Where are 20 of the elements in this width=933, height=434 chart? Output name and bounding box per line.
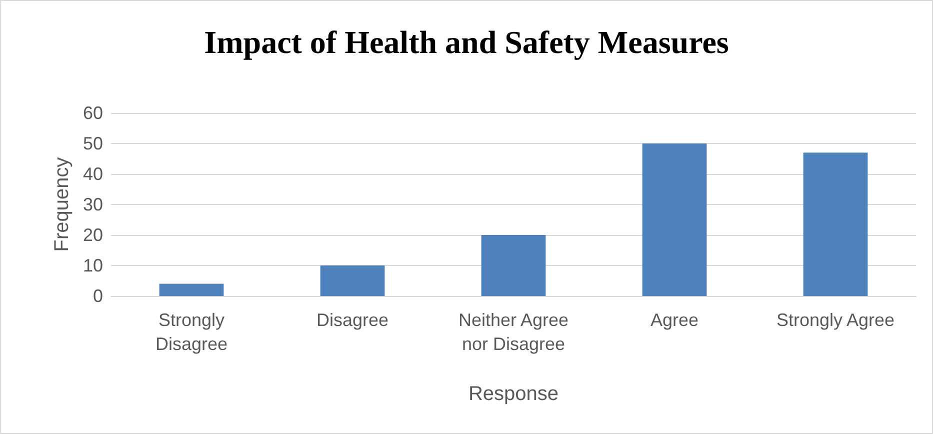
y-axis-title: Frequency — [51, 157, 74, 252]
y-tick-label: 0 — [92, 286, 103, 306]
y-tick-label: 60 — [82, 103, 103, 123]
y-tick-label: 20 — [82, 225, 103, 245]
y-tick-label: 30 — [82, 194, 103, 214]
x-tick-label: Strongly Disagree — [155, 310, 228, 354]
y-tick-label: 40 — [82, 164, 103, 184]
bar — [803, 152, 868, 296]
x-tick-label: Agree — [650, 310, 699, 330]
bar — [481, 235, 546, 296]
y-tick-label: 50 — [82, 134, 103, 154]
x-tick-label: Strongly Agree — [776, 310, 895, 330]
y-tick-label: 10 — [82, 256, 103, 276]
x-tick-label: Neither Agree nor Disagree — [458, 310, 569, 354]
chart-title: Impact of Health and Safety Measures — [204, 24, 729, 60]
bar — [642, 144, 707, 296]
x-tick-label: Disagree — [316, 310, 389, 330]
bar — [320, 266, 385, 296]
x-axis-title: Response — [468, 383, 559, 405]
bar — [159, 284, 224, 296]
